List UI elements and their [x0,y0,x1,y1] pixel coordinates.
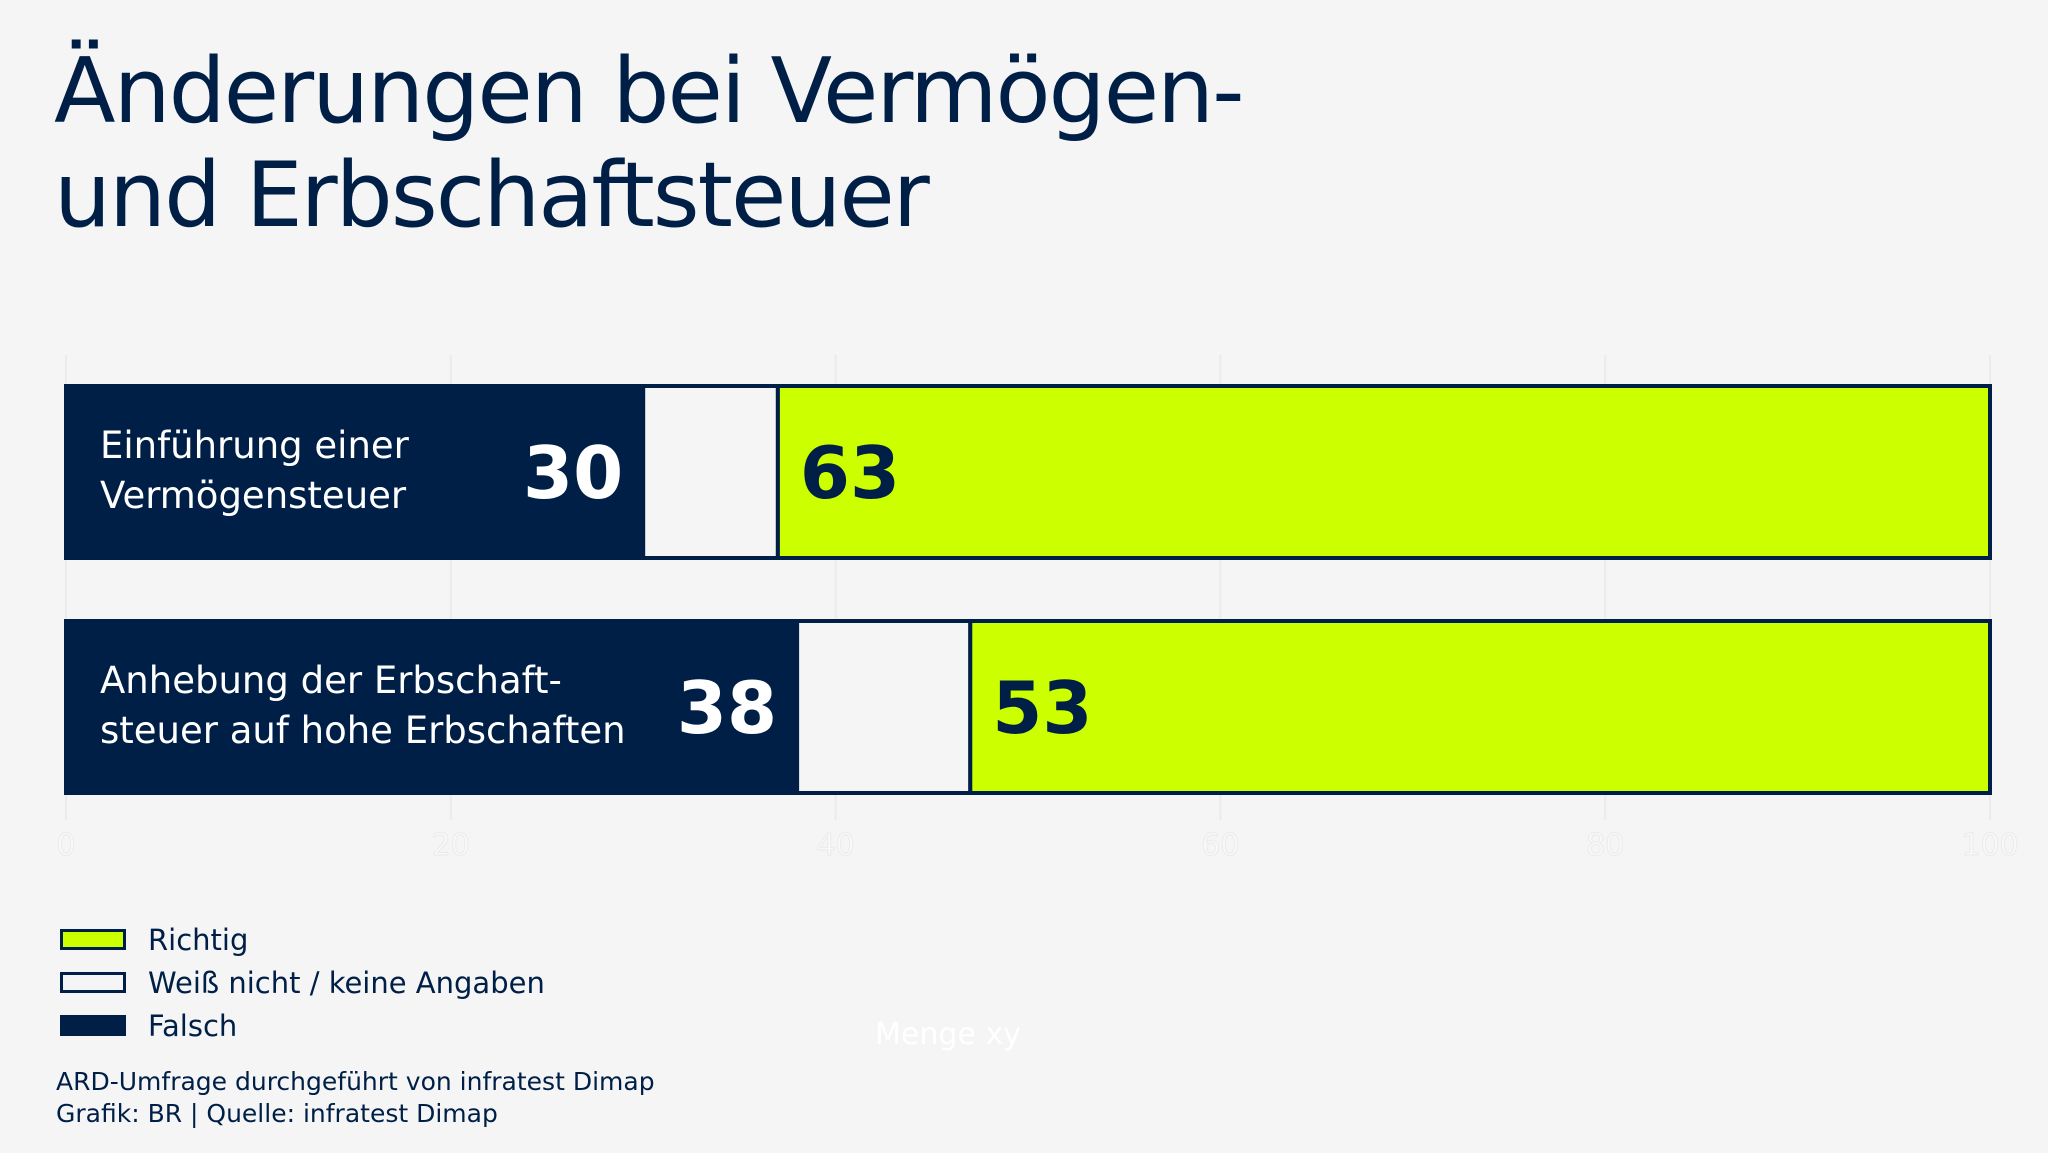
x-tick-label-80: 80 [1586,828,1624,863]
category-label-2-line-1: Anhebung der Erbschaft- [100,659,562,702]
legend-swatch-richtig [60,929,126,950]
legend-label-weiss-nicht: Weiß nicht / keine Angaben [148,965,545,1000]
category-label-2-line-2: steuer auf hohe Erbschaften [100,709,626,752]
bar-richtig-1 [775,384,1992,560]
x-tick-label-40: 40 [817,828,855,863]
category-label-1-line-2: Vermögensteuer [100,474,407,517]
bar-weiss-nicht-2 [795,619,973,795]
legend: Richtig Weiß nicht / keine Angaben Falsc… [60,918,545,1047]
x-tick-label-60: 60 [1201,828,1239,863]
legend-item-falsch: Falsch [60,1004,545,1047]
legend-swatch-falsch [60,1015,126,1036]
chart-title-line-1: Änderungen bei Vermögen- [54,39,1245,144]
data-label-falsch-1: 30 [523,431,623,515]
bar-weiss-nicht-1 [641,384,780,560]
legend-label-falsch: Falsch [148,1008,238,1043]
x-axis-label: Menge xy [875,1017,1021,1052]
legend-swatch-weiss-nicht [60,972,126,993]
data-label-richtig-1: 63 [800,431,900,515]
x-tick-label-20: 20 [432,828,470,863]
category-label-1-line-1: Einführung einer [100,424,410,467]
footer-credit: Grafik: BR | Quelle: infratest Dimap [56,1099,498,1128]
chart-title: Änderungen bei Vermögen- und Erbschaftst… [54,40,1354,248]
bar-richtig-2 [968,619,1992,795]
footer-survey-note: ARD-Umfrage durchgeführt von infratest D… [56,1067,655,1096]
legend-item-weiss-nicht: Weiß nicht / keine Angaben [60,961,545,1004]
legend-label-richtig: Richtig [148,922,249,957]
data-label-falsch-2: 38 [677,666,777,750]
x-tick-label-0: 0 [56,828,75,863]
chart-title-line-2: und Erbschaftsteuer [54,143,930,248]
data-label-richtig-2: 53 [992,666,1092,750]
bar-falsch-2 [64,619,800,795]
x-tick-label-100: 100 [1961,828,2018,863]
bar-falsch-1 [64,384,646,560]
legend-item-richtig: Richtig [60,918,545,961]
footer-source: ARD-Umfrage durchgeführt von infratest D… [56,1066,655,1130]
